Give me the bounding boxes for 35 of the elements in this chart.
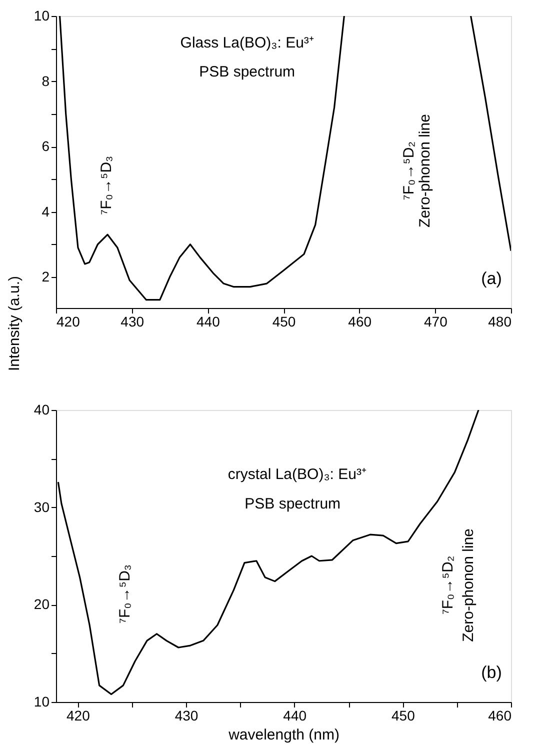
x-tick-label: 470 [424, 314, 448, 330]
x-axis-title: wavelength (nm) [228, 726, 340, 744]
annotation: ⁷F₀→⁵D₂ [439, 556, 456, 615]
x-tick-label: 430 [120, 314, 144, 330]
y-tick-label: 4 [42, 203, 50, 220]
annotation: Zero-phonon line [416, 114, 434, 228]
x-tick-label: 420 [56, 314, 80, 330]
y-tick-label: 30 [34, 498, 50, 515]
y-tick-label: 10 [34, 694, 50, 710]
y-axis-title: Intensity (a.u.) [6, 276, 23, 372]
annotation: Glass La(BO)₃: Eu³⁺ [180, 34, 314, 52]
y-tick-label: 40 [34, 402, 50, 418]
annotation: (a) [481, 268, 502, 288]
x-tick-label: 430 [174, 708, 198, 724]
annotation: ⁷F₀→⁵D₂ [400, 141, 418, 200]
y-tick-label: 8 [42, 72, 50, 89]
x-tick-label: 480 [488, 314, 512, 330]
annotation: ⁷F₀→⁵D₃ [116, 564, 134, 624]
y-tick-label: 20 [34, 596, 50, 612]
x-tick-label: 440 [283, 708, 307, 724]
y-tick-label: 6 [42, 138, 50, 154]
y-tick-label: 10 [34, 8, 50, 24]
x-tick-label: 460 [348, 314, 372, 330]
annotation: (b) [481, 662, 502, 682]
x-tick-label: 450 [272, 314, 296, 330]
x-tick-label: 450 [391, 708, 416, 724]
annotation: ⁷F₀→⁵D₃ [98, 156, 116, 215]
x-tick-label: 420 [66, 708, 90, 724]
x-tick-label: 440 [196, 314, 220, 330]
annotation: PSB spectrum [244, 495, 341, 512]
y-tick-label: 2 [42, 268, 50, 285]
x-tick-label: 460 [488, 708, 512, 724]
annotation: Zero-phonon line [460, 528, 477, 642]
annotation: PSB spectrum [199, 63, 296, 80]
annotation: crystal La(BO)₃: Eu³⁺ [228, 466, 366, 484]
